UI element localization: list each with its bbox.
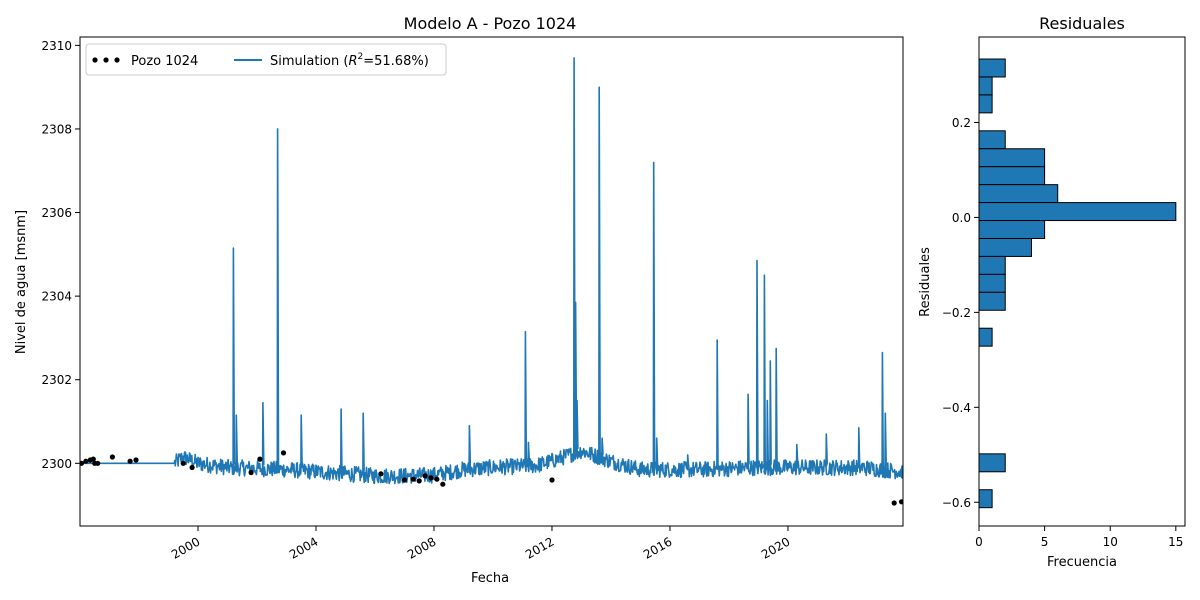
main-plot-area <box>80 57 903 506</box>
histogram-x-tick-label: 15 <box>1168 535 1183 549</box>
main-chart-title: Modelo A - Pozo 1024 <box>404 14 577 33</box>
histogram-bar <box>978 76 993 96</box>
histogram-bar <box>978 58 1006 78</box>
main-y-axis: 2300 2302 2304 2306 2308 2310 <box>41 39 80 471</box>
simulation-series-line <box>80 57 903 485</box>
main-y-axis-label: Nivel de agua [msnm] <box>14 210 29 354</box>
main-plot-frame <box>79 36 904 527</box>
observation-point <box>410 476 416 482</box>
main-chart: Modelo A - Pozo 1024 2000 2004 2008 2012 201… <box>14 14 904 586</box>
main-y-tick-label: 2302 <box>41 373 72 387</box>
legend-marker-dot <box>114 57 120 63</box>
main-series-group <box>80 57 903 506</box>
histogram-y-tick-label: 0.2 <box>952 116 971 130</box>
histogram-bar <box>978 327 993 347</box>
main-x-tick-label: 2004 <box>287 534 320 561</box>
histogram-bar <box>978 489 993 509</box>
histogram-plot-frame <box>978 36 1186 527</box>
observation-point <box>401 477 408 483</box>
residual-chart-title: Residuales <box>1039 14 1125 33</box>
main-x-axis: 2000 2004 2008 2012 2016 2020 <box>169 526 792 562</box>
residual-chart: Residuales 0 5 10 15 0.2 0.0 −0.2 −0.4 −0.6 Fre… <box>918 14 1186 570</box>
observation-point <box>109 454 115 460</box>
main-y-tick-label: 2300 <box>41 457 72 471</box>
observation-point <box>83 458 89 464</box>
observation-point <box>95 460 101 466</box>
histogram-y-tick-label: −0.6 <box>942 496 971 510</box>
observation-point <box>280 450 287 456</box>
histogram-y-tick-label: −0.2 <box>942 306 971 320</box>
observation-point <box>440 481 446 487</box>
histogram-bar <box>978 220 1046 239</box>
main-y-tick-label: 2308 <box>41 122 72 136</box>
observation-point <box>378 471 384 477</box>
observation-point <box>90 456 96 462</box>
observation-point <box>416 478 422 484</box>
histogram-plot-area <box>978 58 1177 509</box>
observation-point <box>898 499 903 505</box>
main-y-tick-label: 2304 <box>41 290 72 304</box>
histogram-bar <box>978 202 1177 222</box>
histogram-x-axis: 0 5 10 15 <box>975 526 1183 549</box>
histogram-bar <box>978 184 1059 204</box>
histogram-x-tick-label: 10 <box>1103 535 1118 549</box>
histogram-y-tick-label: 0.0 <box>952 211 971 225</box>
histogram-x-axis-label: Frecuencia <box>1047 555 1117 570</box>
histogram-y-axis: 0.2 0.0 −0.2 −0.4 −0.6 <box>942 116 979 510</box>
histogram-x-tick-label: 5 <box>1041 535 1049 549</box>
main-x-tick-label: 2016 <box>641 534 674 561</box>
observation-point <box>189 464 195 471</box>
observation-point <box>248 469 254 476</box>
main-x-tick-label: 2000 <box>169 534 202 561</box>
main-y-tick-label: 2310 <box>41 39 72 53</box>
observation-point <box>434 476 440 482</box>
main-x-tick-label: 2012 <box>523 534 556 561</box>
legend-label-observations: Pozo 1024 <box>131 54 198 69</box>
legend-marker-dot <box>92 57 98 63</box>
legend-label-simulation: Simulation (R2=51.68%) <box>270 52 429 69</box>
histogram-bar <box>978 148 1046 168</box>
legend-box <box>85 43 447 76</box>
histogram-bar <box>978 255 1006 275</box>
histogram-bar <box>978 291 1006 311</box>
observation-point <box>180 460 186 466</box>
observation-point <box>422 473 428 479</box>
observation-point <box>133 457 139 463</box>
histogram-bar <box>978 166 1046 186</box>
observation-point <box>127 458 133 464</box>
observation-point <box>80 460 85 466</box>
histogram-bar <box>978 453 1006 473</box>
histogram-y-axis-label: Residuales <box>918 247 933 317</box>
main-y-tick-label: 2306 <box>41 206 72 220</box>
histogram-x-tick-label: 0 <box>975 535 983 549</box>
histogram-bar <box>978 130 1006 150</box>
observation-point <box>891 500 897 506</box>
observation-point <box>257 456 263 462</box>
main-x-axis-label: Fecha <box>471 571 509 586</box>
main-x-tick-label: 2008 <box>405 534 438 561</box>
observation-point <box>549 477 555 483</box>
legend: Pozo 1024 Simulation (R2=51.68%) <box>85 43 447 76</box>
legend-marker-dot <box>103 57 109 63</box>
observation-point <box>428 475 434 481</box>
histogram-bar <box>978 237 1032 257</box>
histogram-bar <box>978 273 1006 293</box>
main-x-tick-label: 2020 <box>759 534 792 561</box>
histogram-y-tick-label: −0.4 <box>942 401 971 415</box>
histogram-bar <box>978 94 993 114</box>
